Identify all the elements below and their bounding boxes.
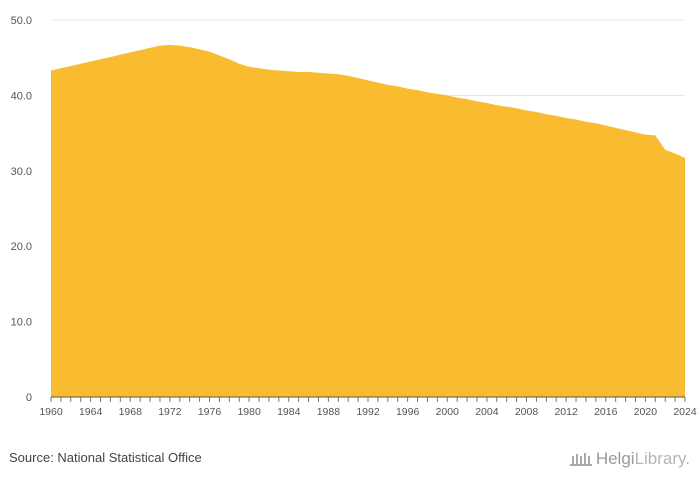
brand-name-part1: Helgi: [595, 449, 635, 468]
y-tick-label: 20.0: [11, 241, 32, 253]
x-tick-label: 2020: [634, 406, 658, 418]
brand-text: HelgiLibrary.: [596, 449, 690, 469]
x-tick-label: 2016: [594, 406, 618, 418]
brand-name-part2: Library.: [634, 449, 690, 468]
x-tick-label: 1964: [79, 406, 103, 418]
y-tick-label: 10.0: [11, 317, 32, 329]
x-tick-label: 2000: [436, 406, 460, 418]
library-icon: [569, 453, 592, 466]
x-tick-label: 1992: [356, 406, 380, 418]
x-tick-label: 1976: [198, 406, 222, 418]
y-tick-label: 0: [26, 392, 32, 404]
x-tick-label: 1996: [396, 406, 420, 418]
y-tick-label: 40.0: [11, 90, 32, 102]
area-layer: [51, 44, 685, 397]
y-axis: 0 10.0 20.0 30.0 40.0 50.0: [11, 15, 32, 404]
x-tick-label: 2008: [515, 406, 539, 418]
x-tick-label: 1968: [119, 406, 143, 418]
area-chart: 010.020.030.040.050.0 1960 1964 1968 1972 19…: [11, 15, 697, 418]
x-tick-label: 2012: [554, 406, 578, 418]
source-note: Source: National Statistical Office: [9, 450, 202, 465]
x-tick-label: 1984: [277, 406, 301, 418]
x-tick-label: 1988: [317, 406, 341, 418]
y-tick-label: 30.0: [11, 166, 32, 178]
x-axis: 1960 1964 1968 1972 1976 1980 1984 1988 1992 1996…: [39, 396, 697, 418]
x-tick-label: 2024: [673, 406, 697, 418]
x-tick-label: 1972: [158, 406, 182, 418]
x-tick-label: 1980: [237, 406, 261, 418]
y-tick-label: 50.0: [11, 15, 32, 27]
x-tick-label: 2004: [475, 406, 499, 418]
x-tick-label: 1960: [39, 406, 63, 418]
area-series: [51, 44, 685, 397]
brand-logo: HelgiLibrary.: [569, 449, 690, 469]
